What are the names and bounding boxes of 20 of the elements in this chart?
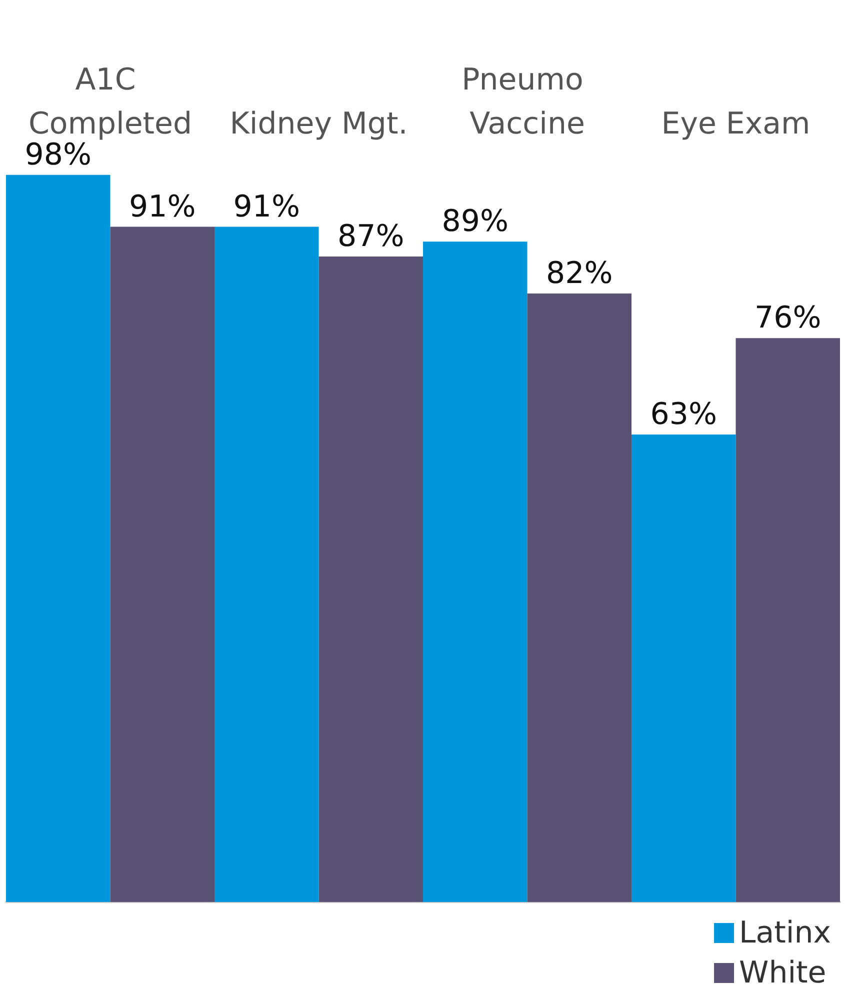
x-tick-label: Pneumo Vaccine xyxy=(462,62,593,142)
bar xyxy=(736,338,840,902)
data-label: 76% xyxy=(754,300,822,336)
bar xyxy=(527,294,632,902)
x-tick-label: Kidney Mgt. xyxy=(230,106,408,142)
legend-label: White xyxy=(739,956,826,990)
data-label: 91% xyxy=(129,189,196,224)
legend-label: Latinx xyxy=(739,916,832,950)
data-label: 63% xyxy=(650,397,717,432)
bar xyxy=(214,226,319,902)
data-label: 87% xyxy=(338,218,404,254)
bar xyxy=(318,256,423,902)
bar xyxy=(110,226,214,902)
data-label: 89% xyxy=(442,204,508,240)
data-label: 91% xyxy=(233,189,300,224)
bar xyxy=(6,174,110,902)
bar xyxy=(423,242,528,902)
data-label: 82% xyxy=(546,256,613,292)
x-tick-label: Eye Exam xyxy=(661,106,810,142)
bar xyxy=(632,434,736,902)
